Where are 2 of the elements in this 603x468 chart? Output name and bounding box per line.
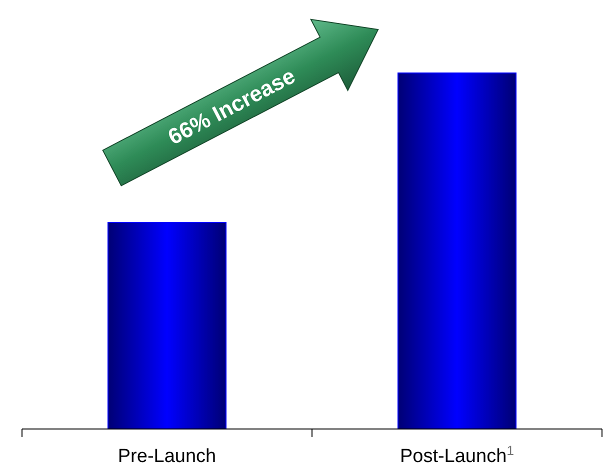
x-tick-label: Pre-Launch	[118, 446, 216, 467]
x-tick-label: Post-Launch$^{1}$	[400, 442, 514, 467]
